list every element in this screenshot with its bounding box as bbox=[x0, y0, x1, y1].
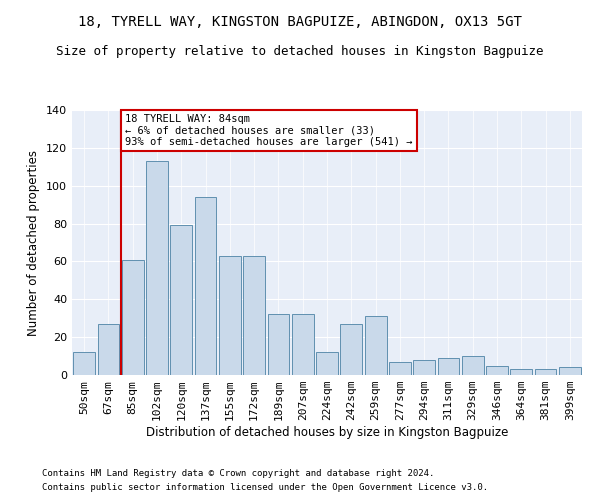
Bar bbox=[511, 370, 532, 375]
Bar bbox=[146, 161, 168, 375]
Text: Size of property relative to detached houses in Kingston Bagpuize: Size of property relative to detached ho… bbox=[56, 45, 544, 58]
Bar bbox=[559, 368, 581, 375]
Bar bbox=[316, 352, 338, 375]
Text: 18 TYRELL WAY: 84sqm
← 6% of detached houses are smaller (33)
93% of semi-detach: 18 TYRELL WAY: 84sqm ← 6% of detached ho… bbox=[125, 114, 413, 147]
Bar bbox=[292, 314, 314, 375]
Bar bbox=[365, 316, 386, 375]
Bar bbox=[73, 352, 95, 375]
Y-axis label: Number of detached properties: Number of detached properties bbox=[28, 150, 40, 336]
Bar bbox=[413, 360, 435, 375]
Bar bbox=[486, 366, 508, 375]
Bar bbox=[219, 256, 241, 375]
X-axis label: Distribution of detached houses by size in Kingston Bagpuize: Distribution of detached houses by size … bbox=[146, 426, 508, 439]
Bar bbox=[535, 370, 556, 375]
Bar bbox=[243, 256, 265, 375]
Bar bbox=[97, 324, 119, 375]
Bar bbox=[437, 358, 460, 375]
Text: Contains HM Land Registry data © Crown copyright and database right 2024.: Contains HM Land Registry data © Crown c… bbox=[42, 468, 434, 477]
Text: 18, TYRELL WAY, KINGSTON BAGPUIZE, ABINGDON, OX13 5GT: 18, TYRELL WAY, KINGSTON BAGPUIZE, ABING… bbox=[78, 15, 522, 29]
Bar bbox=[194, 197, 217, 375]
Bar bbox=[340, 324, 362, 375]
Text: Contains public sector information licensed under the Open Government Licence v3: Contains public sector information licen… bbox=[42, 484, 488, 492]
Bar bbox=[462, 356, 484, 375]
Bar bbox=[122, 260, 143, 375]
Bar bbox=[389, 362, 411, 375]
Bar bbox=[268, 314, 289, 375]
Bar bbox=[170, 226, 192, 375]
